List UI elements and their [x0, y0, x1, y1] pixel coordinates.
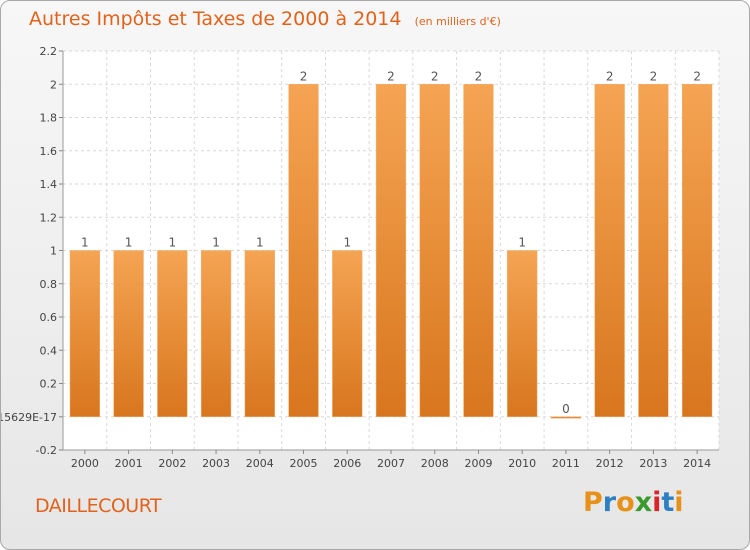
y-tick-label: 1	[50, 245, 57, 258]
bar	[244, 250, 275, 417]
y-tick-label: 1.6	[40, 145, 58, 158]
x-tick-label: 2007	[377, 457, 405, 470]
bar	[157, 250, 188, 417]
x-tick-label: 2004	[246, 457, 274, 470]
y-tick-label: -0.2	[36, 444, 57, 457]
x-tick-label: 2010	[508, 457, 536, 470]
x-tick-label: 2002	[158, 457, 186, 470]
bar-value-label: 2	[693, 69, 701, 83]
bar	[594, 84, 625, 417]
x-tick-label: 2008	[421, 457, 449, 470]
bar	[419, 84, 450, 417]
bar	[375, 84, 407, 417]
bar	[288, 84, 319, 417]
y-tick-label: 2	[50, 78, 57, 91]
y-tick-label: 1.8	[40, 112, 58, 125]
logo-letter: o	[616, 487, 635, 518]
x-tick-label: 2000	[71, 457, 99, 470]
proxiti-logo: Proxiti	[583, 487, 684, 518]
logo-letter: i	[674, 487, 684, 518]
bar	[507, 250, 538, 417]
logo-letter: P	[583, 487, 603, 518]
bar-value-label: 1	[81, 236, 89, 250]
x-tick-label: 2006	[333, 457, 361, 470]
y-tick-label: 2.2	[40, 45, 58, 58]
x-tick-label: 2005	[290, 457, 318, 470]
logo-letter: t	[661, 487, 675, 518]
y-tick-label: 0.8	[40, 278, 58, 291]
y-tick-label: -1.15629E-17	[1, 411, 57, 424]
bar-value-label: 2	[650, 69, 658, 83]
bars	[69, 84, 713, 419]
commune-name: DAILLECOURT	[35, 495, 162, 517]
logo-letter: x	[634, 487, 653, 518]
bar	[463, 84, 494, 417]
x-tick-label: 2011	[552, 457, 580, 470]
bar-value-label: 1	[518, 236, 526, 250]
bar	[113, 250, 144, 417]
bar-value-label: 0	[562, 402, 570, 416]
chart-title-block: Autres Impôts et Taxes de 2000 à 2014 (e…	[29, 8, 501, 30]
y-tick-label: 0.4	[40, 344, 58, 357]
bar-value-label: 2	[606, 69, 614, 83]
axes: -0.2 -1.15629E-17 0.2 0.4 0.6 0.8 1 1.2 1.4 1.6 1.…	[1, 45, 719, 470]
bar-value-label: 1	[169, 236, 177, 250]
bar-value-label: 2	[387, 69, 395, 83]
bar	[638, 84, 669, 417]
bar-value-label: 2	[475, 69, 483, 83]
bar-value-label: 1	[125, 236, 133, 250]
bar-value-label: 2	[300, 69, 308, 83]
x-tick-label: 2009	[464, 457, 492, 470]
y-tick-label: 1.4	[40, 178, 58, 191]
bar-value-label: 1	[212, 236, 220, 250]
y-tick-label: 0.2	[40, 378, 58, 391]
y-tick-label: 1.2	[40, 211, 58, 224]
bar	[550, 416, 582, 419]
chart-unit: (en milliers d'€)	[414, 15, 501, 28]
x-tick-label: 2003	[202, 457, 230, 470]
bar	[332, 250, 363, 417]
x-tick-label: 2013	[639, 457, 667, 470]
chart-title: Autres Impôts et Taxes de 2000 à 2014	[29, 8, 402, 30]
bar-value-label: 2	[431, 69, 439, 83]
bar	[69, 250, 100, 417]
bar-value-label: 1	[343, 236, 351, 250]
logo-letter: i	[652, 487, 662, 518]
x-tick-label: 2001	[115, 457, 143, 470]
bar-value-label: 1	[256, 236, 264, 250]
bar	[682, 84, 713, 417]
x-tick-label: 2014	[683, 457, 711, 470]
logo-letter: r	[602, 487, 617, 518]
bar	[200, 250, 232, 417]
data-labels: 1 1 1 1 1 2 1 2 2 2 1 0 2 2 2	[81, 69, 701, 416]
x-tick-label: 2012	[596, 457, 624, 470]
y-tick-label: 0.6	[40, 311, 58, 324]
